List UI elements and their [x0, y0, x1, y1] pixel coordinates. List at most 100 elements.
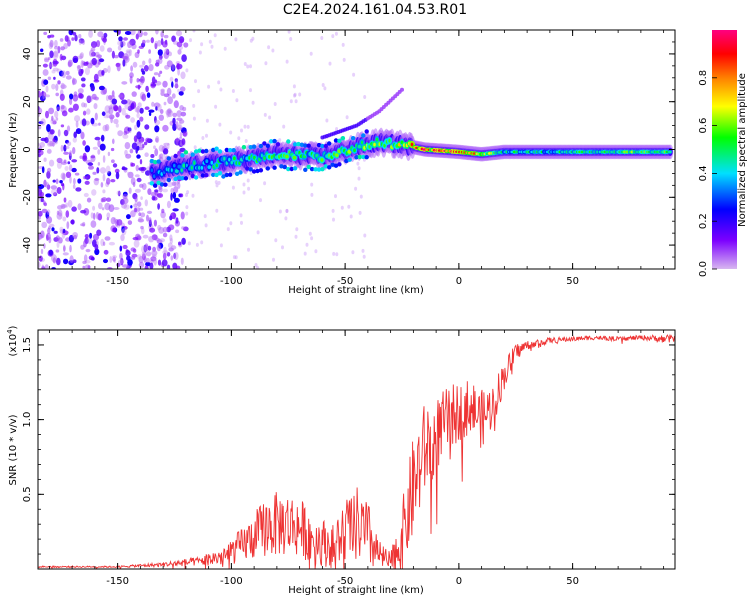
noise-blob	[171, 81, 174, 88]
noise-blob	[328, 61, 332, 66]
noise-blob	[144, 124, 150, 130]
noise-blob	[60, 104, 65, 110]
ridge-blob	[354, 155, 359, 160]
noise-blob	[169, 234, 173, 242]
noise-blob	[134, 174, 140, 178]
noise-blob	[159, 70, 163, 75]
noise-blob	[92, 171, 97, 175]
noise-blob	[40, 230, 45, 239]
ridge-blob	[248, 145, 253, 150]
noise-blob	[60, 144, 64, 152]
noise-blob	[170, 212, 177, 220]
noise-blob	[181, 54, 187, 62]
noise-blob	[133, 239, 140, 248]
noise-blob	[214, 180, 218, 185]
noise-blob	[189, 38, 192, 43]
noise-blob	[48, 249, 53, 256]
noise-blob	[244, 139, 248, 143]
noise-blob	[143, 141, 148, 146]
noise-blob	[117, 259, 125, 265]
noise-blob	[72, 147, 76, 155]
ridge-core	[285, 154, 289, 159]
noise-blob	[80, 223, 85, 227]
noise-blob	[98, 122, 101, 126]
ridge-blob	[193, 175, 199, 180]
snr-panel: -150 -100 -50 0 50 0.5 1.0 1.5 Height of strai…	[6, 325, 676, 596]
noise-blob	[100, 182, 104, 188]
noise-blob	[95, 211, 100, 220]
noise-blob	[249, 38, 253, 43]
noise-blob	[138, 212, 142, 217]
noise-blob	[197, 89, 201, 94]
ridge-core	[205, 159, 209, 164]
noise-blob	[108, 204, 115, 213]
noise-blob	[185, 205, 189, 210]
ridge-blob	[364, 129, 369, 134]
noise-blob	[106, 212, 111, 219]
noise-blob	[39, 191, 45, 197]
noise-blob	[246, 124, 250, 129]
noise-blob	[345, 115, 349, 120]
noise-blob	[137, 49, 140, 54]
noise-blob	[125, 49, 132, 53]
noise-blob	[268, 115, 272, 120]
ridge-blob	[153, 183, 158, 188]
noise-blob	[249, 171, 253, 176]
noise-blob	[154, 42, 158, 50]
colorbar-tick-label: 0.2	[698, 213, 709, 229]
noise-blob	[120, 234, 125, 242]
ridge-core	[383, 143, 386, 148]
ridge-blob	[234, 171, 240, 176]
x-tick-label: -100	[220, 576, 243, 587]
noise-blob	[167, 108, 172, 114]
noise-blob	[63, 144, 67, 152]
noise-blob	[134, 107, 140, 113]
ridge-blob	[238, 170, 243, 175]
noise-blob	[63, 151, 69, 155]
noise-blob	[98, 85, 105, 91]
noise-blob	[175, 217, 179, 224]
noise-blob	[139, 64, 144, 68]
noise-blob	[219, 87, 223, 92]
noise-blob	[294, 234, 298, 239]
noise-blob	[153, 219, 157, 227]
noise-blob	[170, 187, 174, 194]
ridge-core	[185, 163, 188, 168]
noise-blob	[208, 39, 212, 44]
noise-blob	[49, 39, 54, 48]
noise-blob	[75, 128, 82, 135]
noise-blob	[170, 255, 174, 261]
noise-blob	[162, 252, 167, 260]
noise-blob	[144, 106, 150, 110]
noise-blob	[237, 136, 241, 141]
noise-blob	[243, 62, 247, 66]
noise-blob	[63, 129, 69, 137]
noise-blob	[166, 252, 171, 257]
noise-blob	[102, 241, 106, 246]
noise-blob	[249, 64, 252, 69]
noise-blob	[83, 192, 89, 198]
noise-blob	[357, 176, 361, 181]
noise-blob	[101, 70, 105, 76]
noise-blob	[278, 209, 282, 214]
noise-blob	[72, 78, 77, 85]
noise-blob	[42, 69, 49, 76]
ridge-core	[248, 156, 251, 160]
noise-blob	[128, 187, 132, 194]
noise-blob	[45, 94, 50, 98]
noise-blob	[176, 41, 183, 48]
noise-blob	[148, 49, 152, 54]
ridge-core	[588, 150, 591, 154]
ridge-core	[253, 155, 256, 160]
noise-blob	[347, 204, 351, 209]
noise-blob	[59, 38, 64, 42]
noise-blob	[130, 177, 136, 186]
noise-blob	[198, 50, 202, 55]
noise-blob	[139, 107, 144, 114]
noise-blob	[52, 257, 57, 264]
ridge-blob	[357, 154, 363, 160]
ridge-blob	[228, 148, 233, 153]
noise-blob	[170, 192, 173, 201]
y-tick-label: 1.5	[22, 337, 33, 353]
noise-blob	[162, 41, 168, 48]
